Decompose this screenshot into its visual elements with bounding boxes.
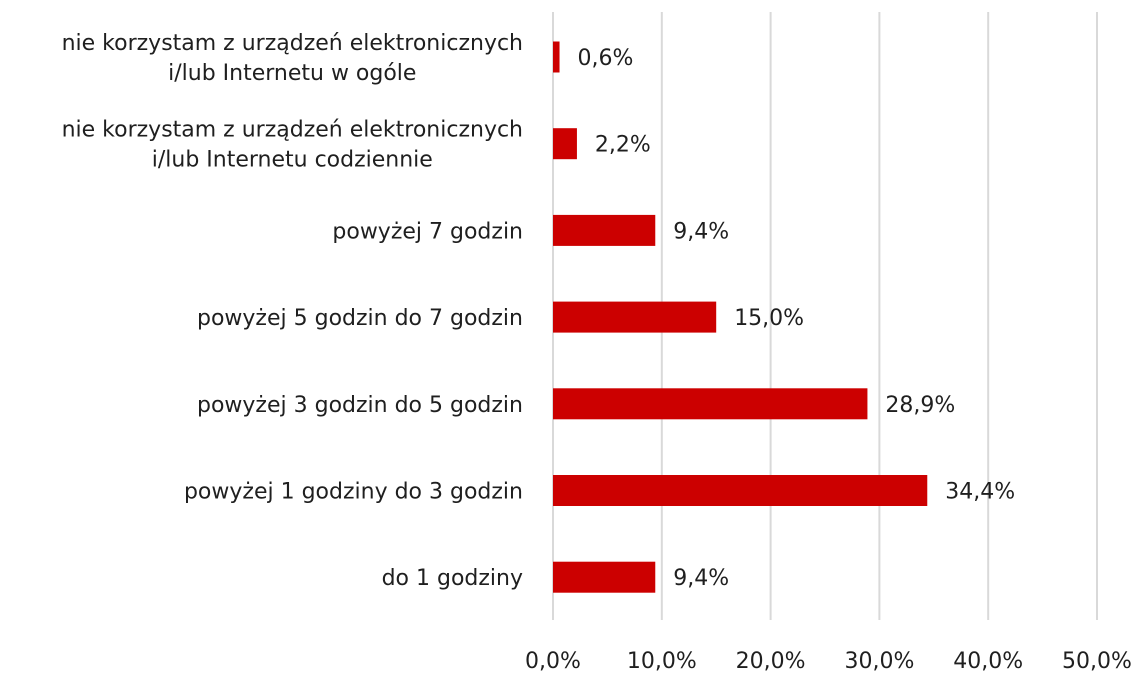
category-label: powyżej 7 godzin xyxy=(332,219,523,244)
data-label: 34,4% xyxy=(945,480,1015,505)
category-label-line: nie korzystam z urządzeń elektronicznych xyxy=(62,31,523,56)
category-labels: nie korzystam z urządzeń elektronicznych… xyxy=(62,31,523,591)
category-label: powyżej 5 godzin do 7 godzin xyxy=(197,306,523,331)
data-label: 28,9% xyxy=(885,393,955,418)
gridlines xyxy=(552,12,1098,620)
x-tick-label: 30,0% xyxy=(844,649,914,674)
bar xyxy=(553,301,717,333)
bar xyxy=(553,214,656,246)
category-label: powyżej 3 godzin do 5 godzin xyxy=(197,393,523,418)
bars xyxy=(553,41,928,593)
data-label: 9,4% xyxy=(673,219,729,244)
bar xyxy=(553,561,656,593)
category-label-line: i/lub Internetu codziennie xyxy=(152,148,433,173)
data-labels: 0,6% 2,2% 9,4% 15,0% 28,9% 34,4% 9,4% xyxy=(578,46,1016,591)
x-tick-label: 50,0% xyxy=(1062,649,1132,674)
x-tick-label: 20,0% xyxy=(736,649,806,674)
data-label: 9,4% xyxy=(673,566,729,591)
bar xyxy=(553,128,577,160)
category-label: do 1 godziny xyxy=(382,566,523,591)
bar xyxy=(553,388,868,420)
data-label: 15,0% xyxy=(734,306,804,331)
x-tick-label: 40,0% xyxy=(953,649,1023,674)
bar xyxy=(553,41,560,73)
x-axis-tick-labels: 0,0% 10,0% 20,0% 30,0% 40,0% 50,0% xyxy=(525,649,1132,674)
data-label: 2,2% xyxy=(595,133,651,158)
category-label-line: nie korzystam z urządzeń elektronicznych xyxy=(62,118,523,143)
category-label-line: i/lub Internetu w ogóle xyxy=(168,61,416,86)
category-label: powyżej 1 godziny do 3 godzin xyxy=(184,480,523,505)
x-tick-label: 10,0% xyxy=(627,649,697,674)
bar xyxy=(553,475,928,506)
data-label: 0,6% xyxy=(578,46,634,71)
x-tick-label: 0,0% xyxy=(525,649,581,674)
